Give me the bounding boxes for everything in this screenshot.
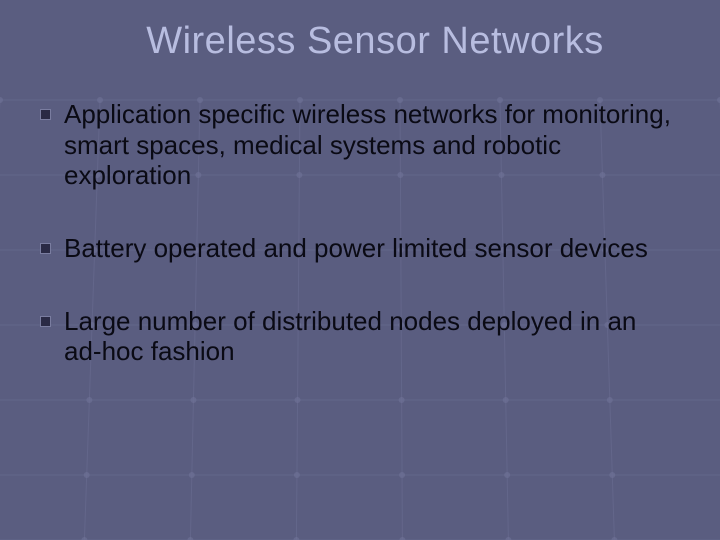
bullet-item: Large number of distributed nodes deploy… [40, 306, 680, 367]
bullet-icon [40, 109, 51, 120]
bullet-list: Application specific wireless networks f… [40, 99, 680, 367]
bullet-icon [40, 316, 51, 327]
bullet-item: Battery operated and power limited senso… [40, 233, 680, 264]
bullet-text: Battery operated and power limited senso… [64, 233, 648, 263]
slide-title: Wireless Sensor Networks [40, 20, 680, 63]
bullet-icon [40, 243, 51, 254]
slide-content: Wireless Sensor Networks Application spe… [0, 0, 720, 367]
bullet-text: Large number of distributed nodes deploy… [64, 306, 636, 367]
bullet-item: Application specific wireless networks f… [40, 99, 680, 191]
bullet-text: Application specific wireless networks f… [64, 99, 671, 190]
